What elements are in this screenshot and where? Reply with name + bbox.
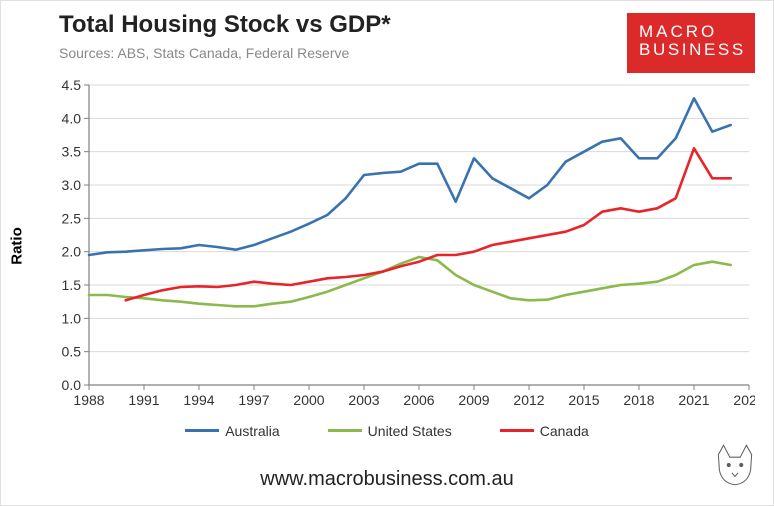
line-chart-plot: 0.0 0.5 1.0 1.5 2.0 2.5 3.0 3.5 4.0 4.5 1988 1991 19…: [51, 79, 755, 409]
logo-line1: MACRO: [639, 23, 743, 41]
y-tick-label: 3.5: [62, 144, 82, 160]
y-axis-label: Ratio: [9, 227, 26, 265]
legend-label: Australia: [225, 423, 279, 439]
y-tick-label: 2.5: [62, 210, 82, 226]
chart-legend: Australia United States Canada: [1, 419, 773, 439]
chart-subtitle: Sources: ABS, Stats Canada, Federal Rese…: [59, 45, 349, 61]
legend-item: Canada: [500, 423, 589, 439]
chart-caption: www.macrobusiness.com.au: [1, 468, 773, 491]
y-tick-label: 1.0: [62, 310, 82, 326]
x-tick-label: 2012: [513, 392, 544, 408]
x-tick-label: 2006: [403, 392, 434, 408]
y-tick-label: 4.0: [62, 110, 82, 126]
y-tick-label: 2.0: [62, 244, 82, 260]
chart-container: Total Housing Stock vs GDP* Sources: ABS…: [0, 0, 774, 506]
legend-swatch: [500, 429, 534, 432]
x-tick-label: 2003: [348, 392, 379, 408]
x-tick-label: 1994: [183, 392, 214, 408]
x-tick-label: 2018: [623, 392, 654, 408]
x-tick-label: 2009: [458, 392, 489, 408]
y-tick-label: 0.5: [62, 344, 82, 360]
x-tick-label: 2021: [678, 392, 709, 408]
wolf-icon: [709, 439, 761, 491]
x-tick-label: 1997: [238, 392, 269, 408]
legend-label: United States: [368, 423, 452, 439]
chart-title: Total Housing Stock vs GDP*: [59, 11, 391, 39]
x-tick-label: 2000: [293, 392, 324, 408]
legend-item: United States: [328, 423, 452, 439]
y-tick-label: 4.5: [62, 79, 82, 93]
y-tick-label: 0.0: [62, 377, 82, 393]
x-tick-label: 1991: [128, 392, 159, 408]
x-tick-label: 2024: [733, 392, 755, 408]
series-canada: [126, 148, 731, 300]
legend-label: Canada: [540, 423, 589, 439]
y-tick-label: 1.5: [62, 277, 82, 293]
x-tick-label: 1988: [73, 392, 104, 408]
legend-swatch: [328, 429, 362, 432]
legend-swatch: [185, 429, 219, 432]
x-tick-label: 2015: [568, 392, 599, 408]
brand-logo: MACRO BUSINESS: [627, 13, 755, 73]
y-tick-label: 3.0: [62, 177, 82, 193]
series-australia: [89, 98, 731, 255]
logo-line2: BUSINESS: [639, 41, 743, 59]
legend-item: Australia: [185, 423, 279, 439]
